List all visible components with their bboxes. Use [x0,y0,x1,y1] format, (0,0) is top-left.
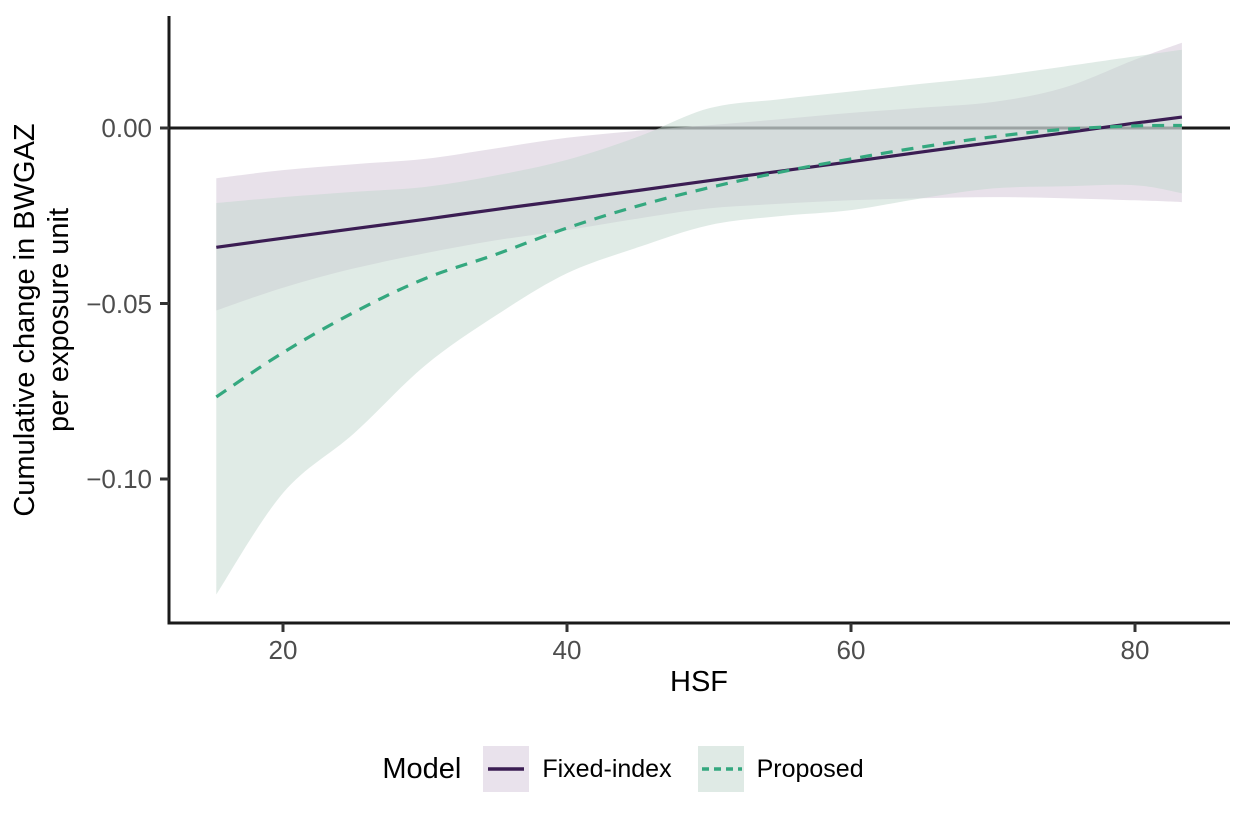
legend-item-proposed: Proposed [697,746,864,792]
x-tick-label-1: 40 [552,635,582,665]
y-tick-label-1: −0.05 [86,289,152,319]
legend: Model Fixed-index Proposed [0,745,1246,793]
legend-item-fixed-index: Fixed-index [483,746,672,792]
legend-label-proposed: Proposed [756,754,864,783]
line-proposed [215,123,1182,399]
y-axis-title: Cumulative change in BWGAZ per exposure … [8,0,76,640]
x-tick-label-0: 20 [268,635,298,665]
legend-label-fixed-index: Fixed-index [542,754,672,783]
y-tick-label-0: 0.00 [101,113,152,143]
y-axis-title-line2: per exposure unit [43,207,75,433]
y-tick-label-2: −0.10 [86,464,152,494]
ci-ribbon-proposed [216,49,1182,595]
legend-key-dashed-line-swatch [697,746,744,792]
y-axis-title-line1: Cumulative change in BWGAZ [9,123,41,517]
legend-key-solid-line-swatch [483,746,530,792]
x-axis-title: HSF [670,666,728,698]
line-fixed-index [216,115,1183,249]
x-tick-label-2: 60 [836,635,866,665]
x-tick-label-3: 80 [1120,635,1150,665]
legend-title: Model [382,752,462,785]
